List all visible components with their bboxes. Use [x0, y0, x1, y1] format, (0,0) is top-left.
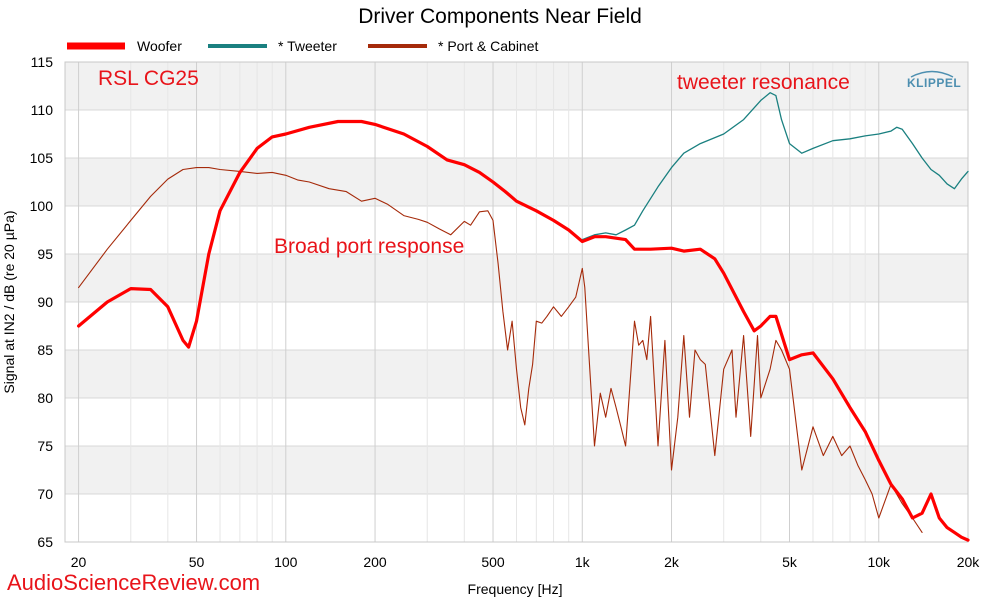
x-tick-label: 20: [71, 554, 87, 570]
y-tick-label: 85: [37, 342, 53, 358]
x-tick-label: 1k: [575, 554, 591, 570]
legend-label-tweeter: * Tweeter: [278, 38, 337, 54]
x-tick-label: 200: [363, 554, 387, 570]
x-tick-label: 50: [189, 554, 205, 570]
x-tick-label: 100: [274, 554, 298, 570]
series-line-woofer: [76, 119, 970, 542]
y-axis-label: Signal at IN2 / dB (re 20 µPa): [1, 210, 17, 393]
y-tick-label: 80: [37, 390, 53, 406]
klippel-logo: KLIPPEL: [907, 70, 961, 90]
y-tick-label: 105: [30, 150, 54, 166]
legend: Woofer * Tweeter * Port & Cabinet: [67, 38, 538, 54]
klippel-logo-text: KLIPPEL: [907, 76, 961, 90]
annotation-port-response: Broad port response: [274, 235, 464, 258]
series-line-tweeter: [581, 92, 969, 241]
y-tick-label: 110: [31, 102, 54, 118]
klippel-logo-arc: [910, 70, 954, 78]
x-tick-label: 5k: [782, 554, 798, 570]
x-axis-label: Frequency [Hz]: [468, 581, 563, 597]
x-tick-label: 2k: [664, 554, 680, 570]
series-layer: [76, 92, 970, 542]
watermark-text: AudioScienceReview.com: [7, 570, 260, 595]
legend-label-woofer: Woofer: [137, 38, 182, 54]
y-tick-label: 75: [37, 438, 53, 454]
y-tick-label: 95: [37, 246, 53, 262]
annotation-model-name: RSL CG25: [98, 67, 199, 90]
y-tick-label: 70: [37, 486, 53, 502]
x-tick-label: 10k: [867, 554, 891, 570]
y-tick-label: 90: [37, 294, 53, 310]
legend-label-port-cabinet: * Port & Cabinet: [438, 38, 538, 54]
x-tick-label: 20k: [957, 554, 981, 570]
x-tick-labels: 20 50 100 200 500 1k 2k 5k 10k 20k: [71, 554, 981, 570]
y-tick-label: 115: [31, 54, 54, 70]
plot-frame: [64, 61, 969, 543]
series-line-port-cabinet: [78, 167, 923, 533]
y-tick-labels: 65 70 75 80 85 90 95 100 105 110 115: [30, 54, 54, 550]
y-tick-label: 65: [37, 534, 53, 550]
y-tick-label: 100: [30, 198, 54, 214]
chart-title: Driver Components Near Field: [358, 5, 642, 28]
x-tick-label: 500: [481, 554, 505, 570]
annotation-tweeter-resonance: tweeter resonance: [677, 71, 850, 94]
